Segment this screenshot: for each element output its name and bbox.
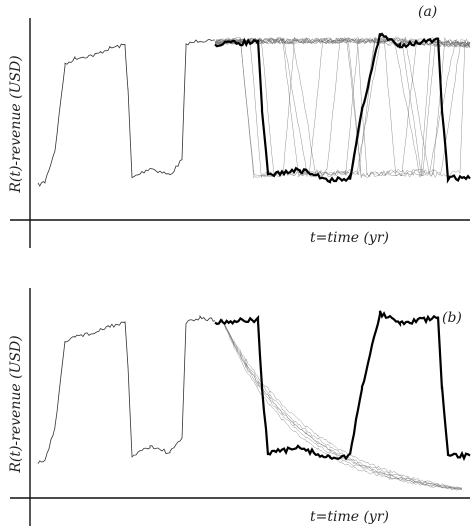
ghost-curve — [214, 37, 471, 178]
ghost-curve — [221, 318, 463, 490]
bold-curve — [214, 310, 471, 462]
x-axis-label: t=time (yr) — [310, 509, 389, 525]
bold-curve — [214, 32, 471, 184]
ghost-curve — [214, 37, 471, 179]
y-axis-label: R(t)-revenue (USD) — [8, 55, 24, 193]
ghost-curve — [214, 37, 471, 178]
panel-b: (b) R(t)-revenue (USD) t=time (yr) — [8, 288, 471, 526]
curves — [37, 32, 471, 187]
thin-curve — [37, 314, 216, 464]
curves — [37, 310, 471, 491]
ghost-curve — [214, 37, 471, 179]
x-axis-label: t=time (yr) — [310, 230, 389, 246]
ghost-curve — [214, 37, 471, 178]
ghost-curve — [214, 36, 471, 178]
y-axis-label: R(t)-revenue (USD) — [8, 335, 24, 473]
ghost-curve — [214, 36, 471, 177]
ghost-curve — [214, 36, 471, 178]
ghost-curve — [214, 37, 471, 177]
ghost-curve — [214, 36, 471, 178]
ghost-curve — [221, 318, 463, 490]
panel-a: (a) R(t)-revenue (USD) t=time (yr) — [8, 4, 471, 248]
ghost-curve — [221, 318, 463, 490]
ghost-curve — [214, 37, 471, 177]
panel-label: (b) — [442, 310, 462, 326]
panel-label: (a) — [418, 4, 437, 20]
ghost-curve — [214, 36, 471, 178]
thin-curve — [37, 38, 216, 187]
ghost-curve — [221, 320, 463, 490]
ghost-curve — [221, 318, 463, 491]
ghost-curve — [214, 37, 471, 178]
ghost-curve — [221, 319, 463, 491]
ghost-curve — [214, 37, 471, 178]
